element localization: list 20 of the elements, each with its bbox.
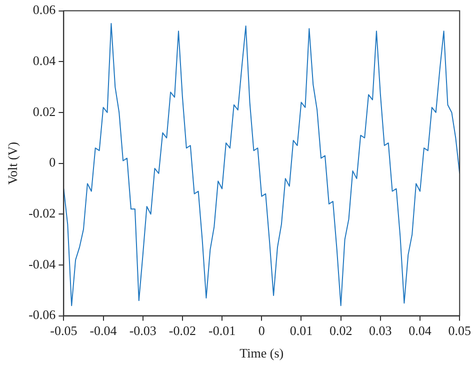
x-tick-label: -0.02 (168, 323, 196, 338)
y-tick-label: 0.06 (32, 2, 56, 18)
x-tick-label: 0.02 (329, 323, 352, 338)
x-tick-label: 0.05 (448, 323, 471, 338)
y-axis-title: Volt (V) (5, 142, 20, 185)
y-tick-label: 0 (49, 154, 56, 170)
x-axis-title: Time (s) (240, 346, 284, 361)
x-tick-label: -0.01 (208, 323, 236, 338)
x-tick-label: -0.05 (50, 323, 78, 338)
x-tick-label: -0.04 (90, 323, 118, 338)
y-tick-label: 0.04 (32, 53, 56, 68)
x-tick-label: -0.03 (129, 323, 156, 338)
y-tick-label: -0.06 (28, 307, 56, 322)
x-tick-label: 0.03 (369, 323, 392, 338)
x-tick-label: 0.01 (290, 323, 313, 338)
y-tick-label: -0.02 (28, 206, 56, 221)
x-tick-label: 0.04 (408, 323, 432, 338)
y-tick-label: 0.02 (32, 104, 56, 119)
y-tick-label: -0.04 (28, 256, 56, 272)
x-tick-label: 0 (258, 323, 265, 338)
